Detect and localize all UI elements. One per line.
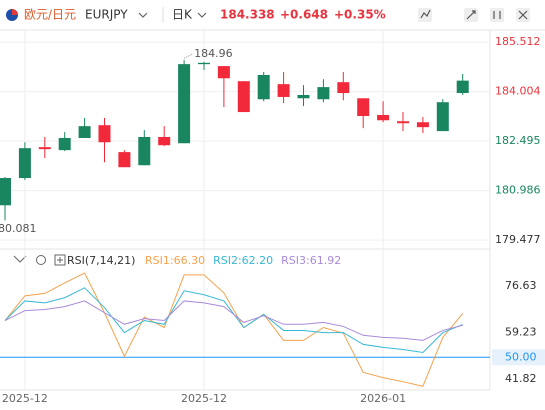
tool-button[interactable] bbox=[490, 8, 504, 22]
candle-body bbox=[0, 178, 11, 206]
tool-button[interactable] bbox=[418, 8, 432, 22]
candle-body bbox=[38, 147, 51, 150]
candle-body bbox=[317, 87, 330, 100]
period[interactable]: 日K bbox=[172, 8, 193, 22]
symbol[interactable]: EURJPY bbox=[85, 8, 128, 22]
rsi-line bbox=[4, 272, 464, 387]
y-tick-label: 184.004 bbox=[495, 85, 541, 98]
legend-entry: RSI3:61.92 bbox=[281, 254, 341, 267]
price: 184.338 bbox=[220, 8, 275, 22]
candle-body bbox=[277, 84, 290, 97]
candle-body bbox=[337, 82, 350, 94]
candle-body bbox=[118, 152, 131, 168]
add-icon[interactable] bbox=[57, 257, 63, 263]
settings-icon[interactable] bbox=[36, 255, 46, 265]
candle-body bbox=[58, 137, 71, 151]
candle-body bbox=[456, 80, 469, 94]
tool-icon[interactable] bbox=[518, 10, 528, 20]
candle-body bbox=[217, 66, 230, 79]
candle-body bbox=[377, 115, 390, 121]
dropdown-icon[interactable] bbox=[197, 12, 207, 18]
change: +0.648 bbox=[280, 8, 328, 22]
tool-icon[interactable] bbox=[493, 11, 501, 19]
rsi-line bbox=[4, 300, 463, 341]
candle-body bbox=[357, 98, 370, 116]
tool-icon[interactable] bbox=[420, 9, 431, 19]
add-icon[interactable] bbox=[54, 254, 66, 266]
min-label: 180.081 bbox=[0, 222, 37, 235]
dropdown-icon[interactable] bbox=[138, 12, 148, 18]
candle-body bbox=[78, 126, 91, 138]
level-tag bbox=[492, 349, 545, 366]
candle-body bbox=[257, 74, 270, 100]
legend-entry: RSI1:66.30 bbox=[145, 254, 205, 267]
max-marker bbox=[183, 53, 193, 59]
indicator-title: RSI(7,14,21) bbox=[67, 254, 135, 267]
y-tick-label: 41.82 bbox=[505, 372, 537, 385]
y-tick-label: 50.00 bbox=[505, 350, 537, 363]
y-tick-label: 76.63 bbox=[505, 279, 537, 292]
candle-body bbox=[416, 122, 429, 128]
max-label: 184.96 bbox=[194, 47, 233, 60]
tool-icon[interactable] bbox=[466, 10, 476, 20]
pair-name[interactable]: 欧元/日元 bbox=[24, 8, 76, 22]
y-tick-label: 59.23 bbox=[505, 326, 537, 339]
candle-body bbox=[297, 94, 310, 99]
toolbar bbox=[0, 0, 545, 30]
x-tick-label: 2025-12 bbox=[181, 392, 227, 405]
candle-body bbox=[158, 137, 171, 146]
candle-body bbox=[237, 81, 250, 113]
x-tick-label: 2026-01 bbox=[360, 392, 406, 405]
legend-entry: RSI2:62.20 bbox=[213, 254, 273, 267]
y-tick-label: 179.477 bbox=[495, 233, 541, 246]
candle-body bbox=[178, 64, 191, 144]
candle-body bbox=[18, 148, 31, 179]
grid bbox=[0, 30, 490, 390]
flag-icon bbox=[12, 9, 18, 15]
candle-body bbox=[436, 102, 449, 132]
y-tick-label: 180.986 bbox=[495, 184, 541, 197]
y-tick-label: 185.512 bbox=[495, 35, 541, 48]
rsi-line bbox=[4, 287, 463, 353]
collapse-icon[interactable] bbox=[13, 255, 27, 263]
candle-body bbox=[98, 125, 111, 143]
y-tick-label: 182.495 bbox=[495, 134, 541, 147]
x-tick-label: 2025-12 bbox=[2, 392, 48, 405]
candle-body bbox=[138, 137, 151, 166]
change-pct: +0.35% bbox=[334, 8, 386, 22]
candle-body bbox=[198, 62, 210, 65]
candle-body bbox=[397, 121, 409, 124]
